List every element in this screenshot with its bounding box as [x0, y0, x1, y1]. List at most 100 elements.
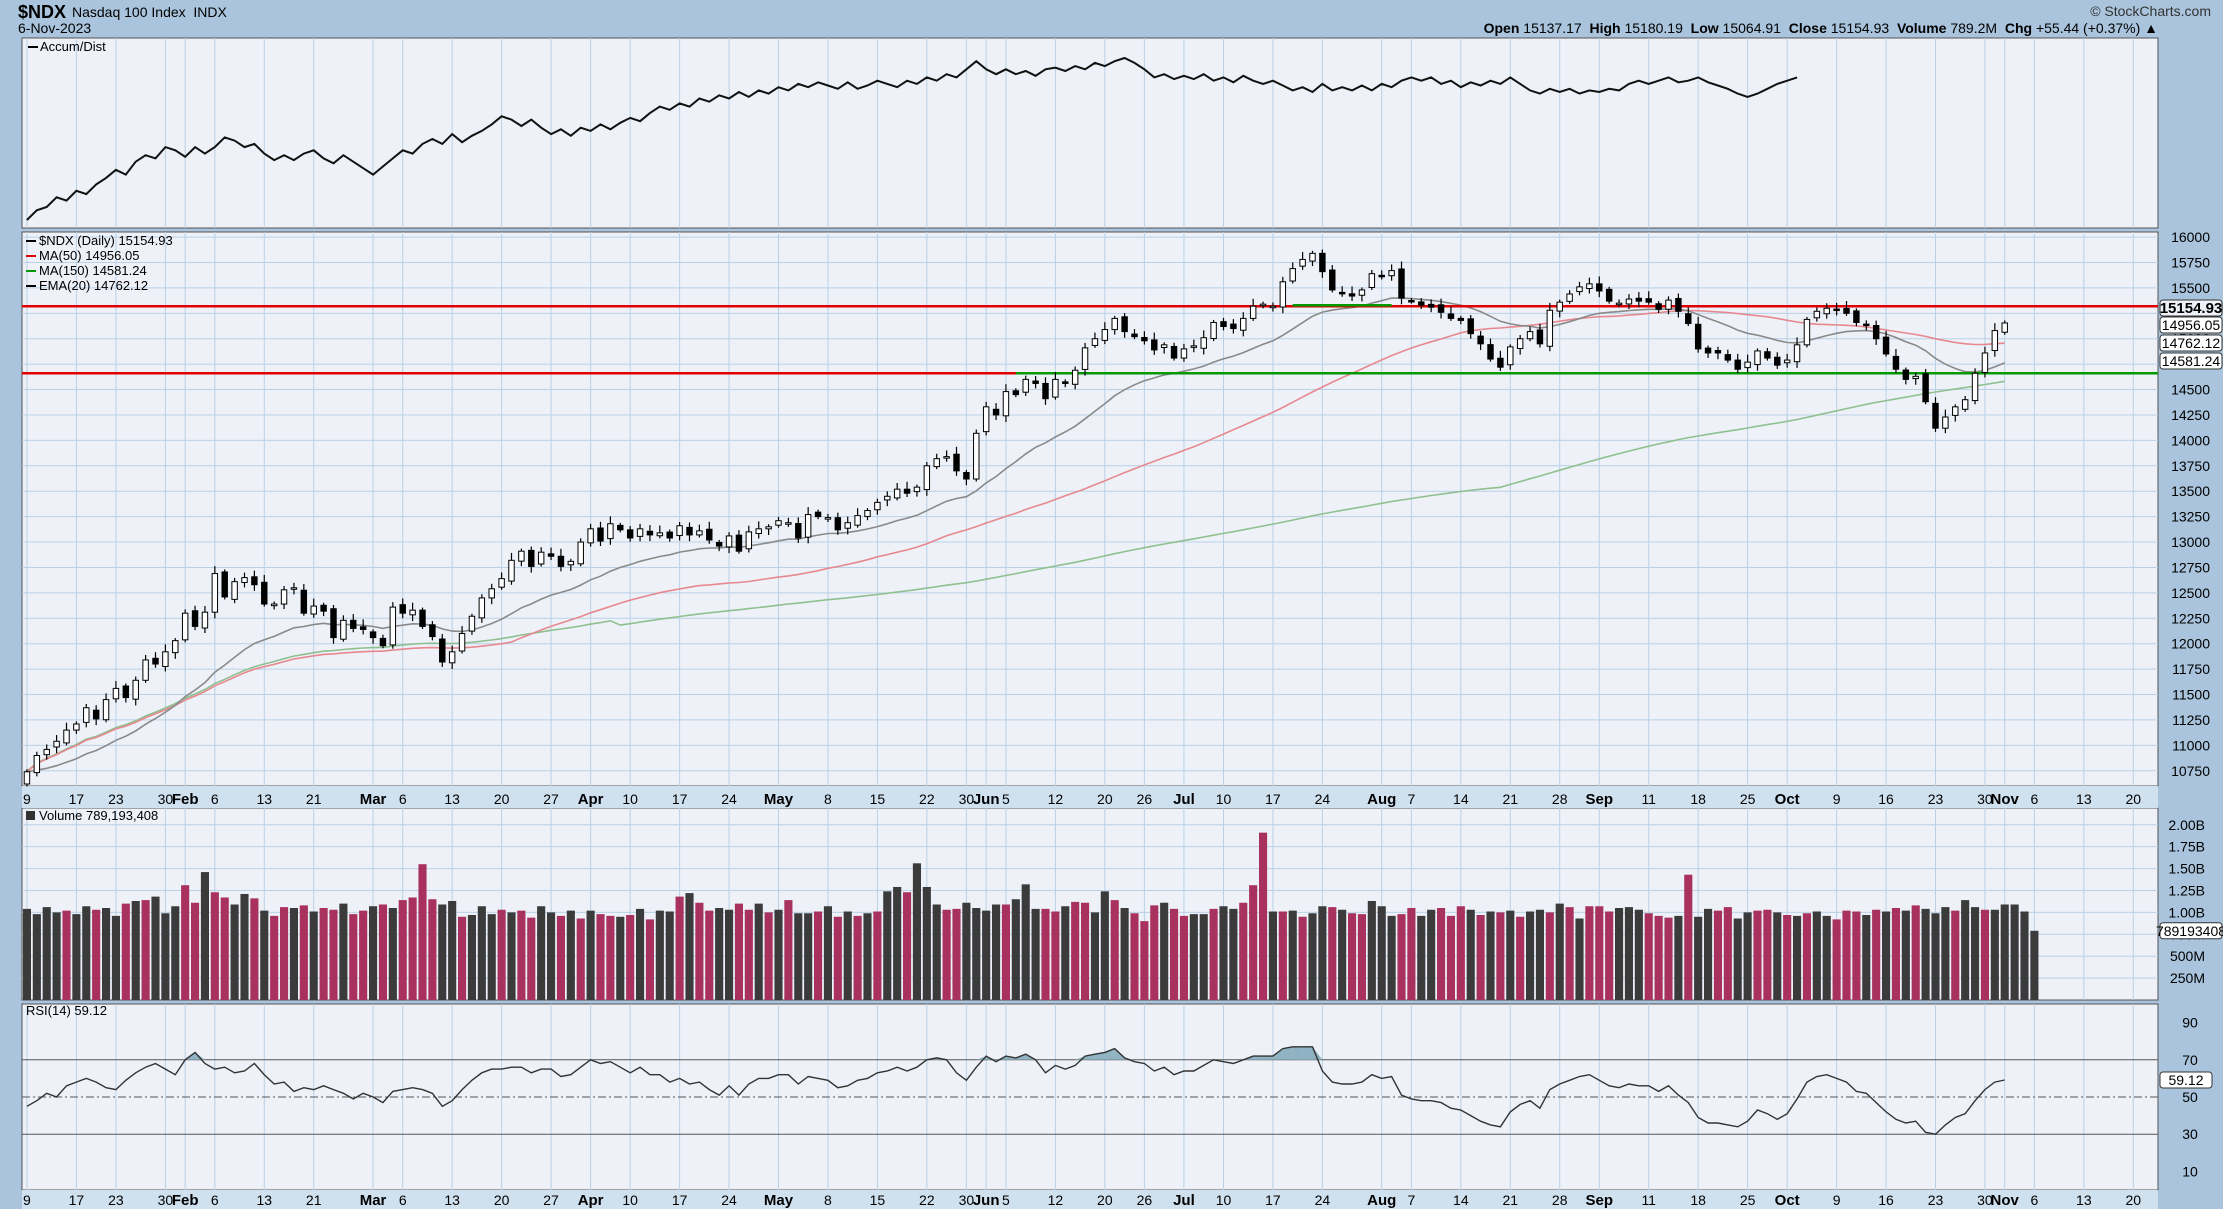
candle-body	[83, 707, 90, 723]
volume-bar	[823, 906, 832, 1000]
volume-bar	[497, 909, 506, 1000]
candle-body	[725, 535, 733, 548]
candle-body	[1042, 382, 1049, 400]
volume-bar	[1664, 917, 1673, 1000]
volume-bar	[725, 909, 734, 1000]
candle-body	[715, 541, 723, 547]
price-tag-label: 14581.24	[2162, 353, 2221, 369]
rsi-x-axis-tick-label: 21	[306, 1192, 322, 1208]
volume-bar	[102, 908, 111, 1000]
volume-bar	[814, 911, 823, 1000]
volume-bar	[1793, 915, 1802, 1000]
candle-body	[795, 523, 802, 539]
candle-body	[1724, 354, 1732, 361]
price-x-axis-tick-label: 8	[824, 791, 832, 807]
volume-bar	[1931, 913, 1940, 1000]
volume-bar	[151, 896, 160, 1000]
candle-body	[488, 588, 495, 599]
volume-bar	[1733, 918, 1742, 1000]
price-x-axis-tick-label: 18	[1690, 791, 1706, 807]
rsi-tick-label: 30	[2182, 1126, 2198, 1142]
rsi-x-axis-tick-label: 6	[2030, 1192, 2038, 1208]
price-x-axis-tick-label: 21	[306, 791, 322, 807]
rsi-x-axis-tick-label: 18	[1690, 1192, 1706, 1208]
rsi-x-axis-tick-label: 17	[1265, 1192, 1281, 1208]
rsi-x-axis-tick-label: 20	[1097, 1192, 1113, 1208]
volume-bar	[1605, 911, 1614, 1000]
candle-body	[1121, 316, 1128, 333]
volume-bar	[527, 917, 536, 1000]
candle-body	[2001, 322, 2008, 333]
price-x-axis-tick-label: 12	[1048, 791, 1064, 807]
volume-bar	[873, 911, 882, 1000]
candle-body	[1091, 338, 1099, 346]
volume-bar	[250, 898, 259, 1000]
volume-bar	[715, 908, 724, 1000]
candle-body	[1180, 348, 1188, 359]
volume-bar	[1357, 914, 1366, 1000]
price-x-axis-tick-label: 17	[672, 791, 688, 807]
volume-bar	[1802, 913, 1811, 1000]
candle-body	[1249, 305, 1257, 319]
candle-body	[1754, 350, 1761, 366]
candle-body	[1635, 297, 1643, 302]
volume-bar	[1120, 908, 1129, 1000]
rsi-x-axis-tick-label: 23	[1928, 1192, 1944, 1208]
price-tick-label: 15500	[2171, 280, 2210, 296]
price-tag-box	[2159, 334, 2223, 352]
candle-body	[369, 631, 377, 639]
candle-body	[923, 465, 931, 491]
candle-body	[478, 597, 486, 619]
candle-body	[1309, 252, 1316, 262]
price-x-axis-tick-label: Feb	[172, 791, 199, 808]
volume-bar	[1140, 921, 1149, 1000]
candle-body	[1190, 345, 1198, 348]
volume-bar	[586, 910, 595, 1000]
volume-bar	[1318, 906, 1327, 1000]
volume-bar	[191, 902, 200, 1000]
volume-legend: Volume 789,193,408	[39, 808, 158, 823]
price-x-axis-tick-label: Nov	[1991, 791, 2020, 808]
volume-bar	[705, 910, 714, 1000]
candle-body	[1081, 347, 1089, 370]
volume-bar	[1268, 911, 1277, 1000]
volume-bar	[1971, 907, 1980, 1000]
candle-body	[745, 531, 753, 550]
volume-bar	[82, 906, 91, 1000]
candle-body	[1220, 321, 1227, 328]
volume-bar	[2000, 904, 2009, 1000]
volume-bar	[1694, 916, 1703, 1000]
rsi-x-axis-tick-label: Sep	[1586, 1192, 1614, 1209]
open-value: 15137.17	[1523, 20, 1582, 36]
volume-bar	[1704, 908, 1713, 1000]
candle-body	[1279, 281, 1287, 308]
volume-bar	[1061, 906, 1070, 1000]
volume-bar	[477, 906, 486, 1000]
volume-bar	[517, 910, 526, 1000]
rsi-x-axis-tick-label: 7	[1407, 1192, 1415, 1208]
rsi-x-axis-tick-label: 27	[543, 1192, 559, 1208]
candle-body	[1408, 300, 1415, 303]
candle-body	[814, 511, 822, 518]
volume-tag-label: 789193408	[2156, 923, 2223, 939]
price-x-axis-tick-label: 24	[721, 791, 737, 807]
price-x-axis-tick-label: Apr	[578, 791, 604, 808]
volume-bar	[1387, 915, 1396, 1000]
volume-bar	[734, 903, 743, 1000]
price-x-axis-tick-label: 22	[919, 791, 935, 807]
price-tick-label: 11500	[2172, 687, 2210, 703]
candle-body	[963, 472, 970, 480]
rsi-overbought-fill	[1292, 1046, 1303, 1060]
volume-bar	[22, 908, 31, 1000]
rsi-x-axis-tick-label: 13	[2076, 1192, 2092, 1208]
volume-bar	[369, 906, 378, 1000]
volume-bar	[1031, 908, 1040, 1000]
candle-body	[221, 571, 228, 598]
price-x-axis-tick-label: 10	[1216, 791, 1232, 807]
candle-body	[1398, 268, 1405, 299]
price-x-axis-tick-label: Aug	[1367, 791, 1396, 808]
candle-body	[181, 612, 189, 641]
candle-body	[1368, 273, 1376, 289]
volume-bar	[1901, 910, 1910, 1000]
